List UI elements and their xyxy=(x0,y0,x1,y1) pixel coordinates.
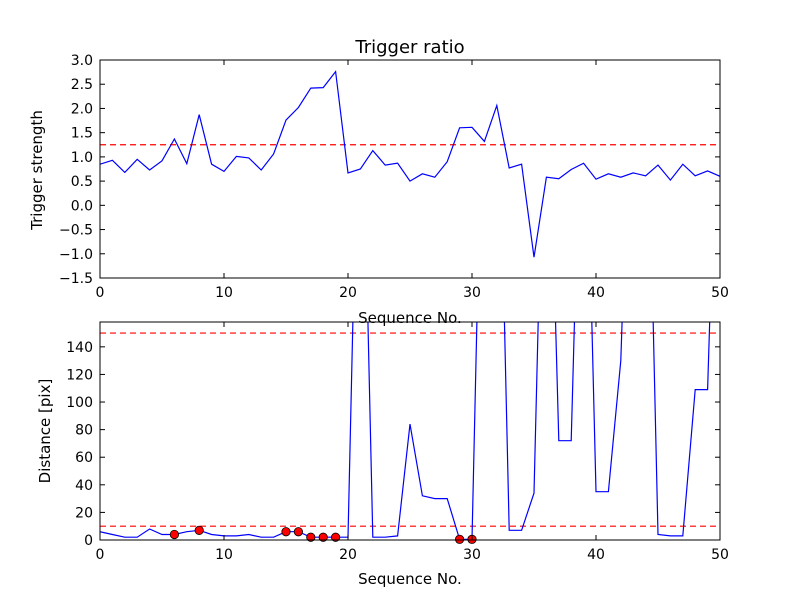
y-tick-label: 20 xyxy=(75,505,93,521)
data-point-marker xyxy=(454,534,465,544)
data-point-marker xyxy=(194,525,204,535)
data-point-marker xyxy=(318,532,328,542)
x-axis-label: Sequence No. xyxy=(358,309,462,327)
x-tick-label: 20 xyxy=(339,285,357,301)
plot-frame xyxy=(99,321,721,541)
y-tick-label: 40 xyxy=(75,478,93,494)
x-tick-label: 30 xyxy=(463,547,481,563)
x-tick-label: 40 xyxy=(587,285,605,301)
y-tick-label: −1.0 xyxy=(59,247,93,263)
y-tick-label: 0.5 xyxy=(71,174,93,190)
y-axis-label: Distance [pix] xyxy=(36,379,54,484)
distance-panel: 0 10 20 30 40 50 140 120 100 80 60 40 20 0 Sequence N… xyxy=(36,321,729,588)
plot-frame xyxy=(99,59,721,279)
series-line xyxy=(100,70,720,258)
plot-area xyxy=(100,70,720,258)
x-tick-label: 10 xyxy=(215,285,233,301)
y-tick-label: 1.0 xyxy=(71,150,93,166)
trigger-ratio-panel: Trigger ratio 0 10 20 30 40 50 3.0 2.5 2.0 1.5 1.0… xyxy=(28,37,729,327)
data-point-marker xyxy=(330,532,341,542)
y-tick-label: 0 xyxy=(84,533,93,549)
x-tick-label: 10 xyxy=(215,547,233,563)
data-point-marker xyxy=(169,529,179,540)
y-tick-label: 1.5 xyxy=(71,126,93,142)
y-tick-label: 120 xyxy=(66,367,93,383)
x-tick-label: 30 xyxy=(463,285,481,301)
y-tick-label: 0.0 xyxy=(71,198,93,214)
y-tick-label: 140 xyxy=(66,340,93,356)
x-tick-label: 20 xyxy=(339,547,357,563)
y-tick-label: 100 xyxy=(66,395,93,411)
x-tick-label: 50 xyxy=(711,285,729,301)
y-tick-label: 2.0 xyxy=(71,101,93,117)
data-point-marker xyxy=(293,527,303,537)
chart-title: Trigger ratio xyxy=(354,37,464,58)
y-tick-label: 60 xyxy=(75,450,93,466)
x-tick-label: 40 xyxy=(587,547,605,563)
y-tick-label: 2.5 xyxy=(71,77,93,93)
y-tick-label: −0.5 xyxy=(59,223,93,239)
x-axis-label: Sequence No. xyxy=(358,570,462,588)
distance-marks: 0 10 20 30 40 50 140 120 100 80 60 40 20 0 xyxy=(66,322,729,563)
data-point-marker xyxy=(306,532,316,542)
y-axis-label: Trigger strength xyxy=(28,110,46,231)
x-tick-label: 0 xyxy=(96,547,105,563)
data-point-marker xyxy=(281,527,291,537)
x-tick-label: 0 xyxy=(96,285,105,301)
trigger-ratio-marks: 0 10 20 30 40 50 3.0 2.5 2.0 1.5 1.0 0.5 0.0 −0.5 −1.0… xyxy=(59,53,729,301)
y-tick-label: −1.5 xyxy=(59,271,93,287)
x-tick-label: 50 xyxy=(711,547,729,563)
y-tick-label: 80 xyxy=(75,423,93,439)
y-tick-label: 3.0 xyxy=(71,53,93,69)
